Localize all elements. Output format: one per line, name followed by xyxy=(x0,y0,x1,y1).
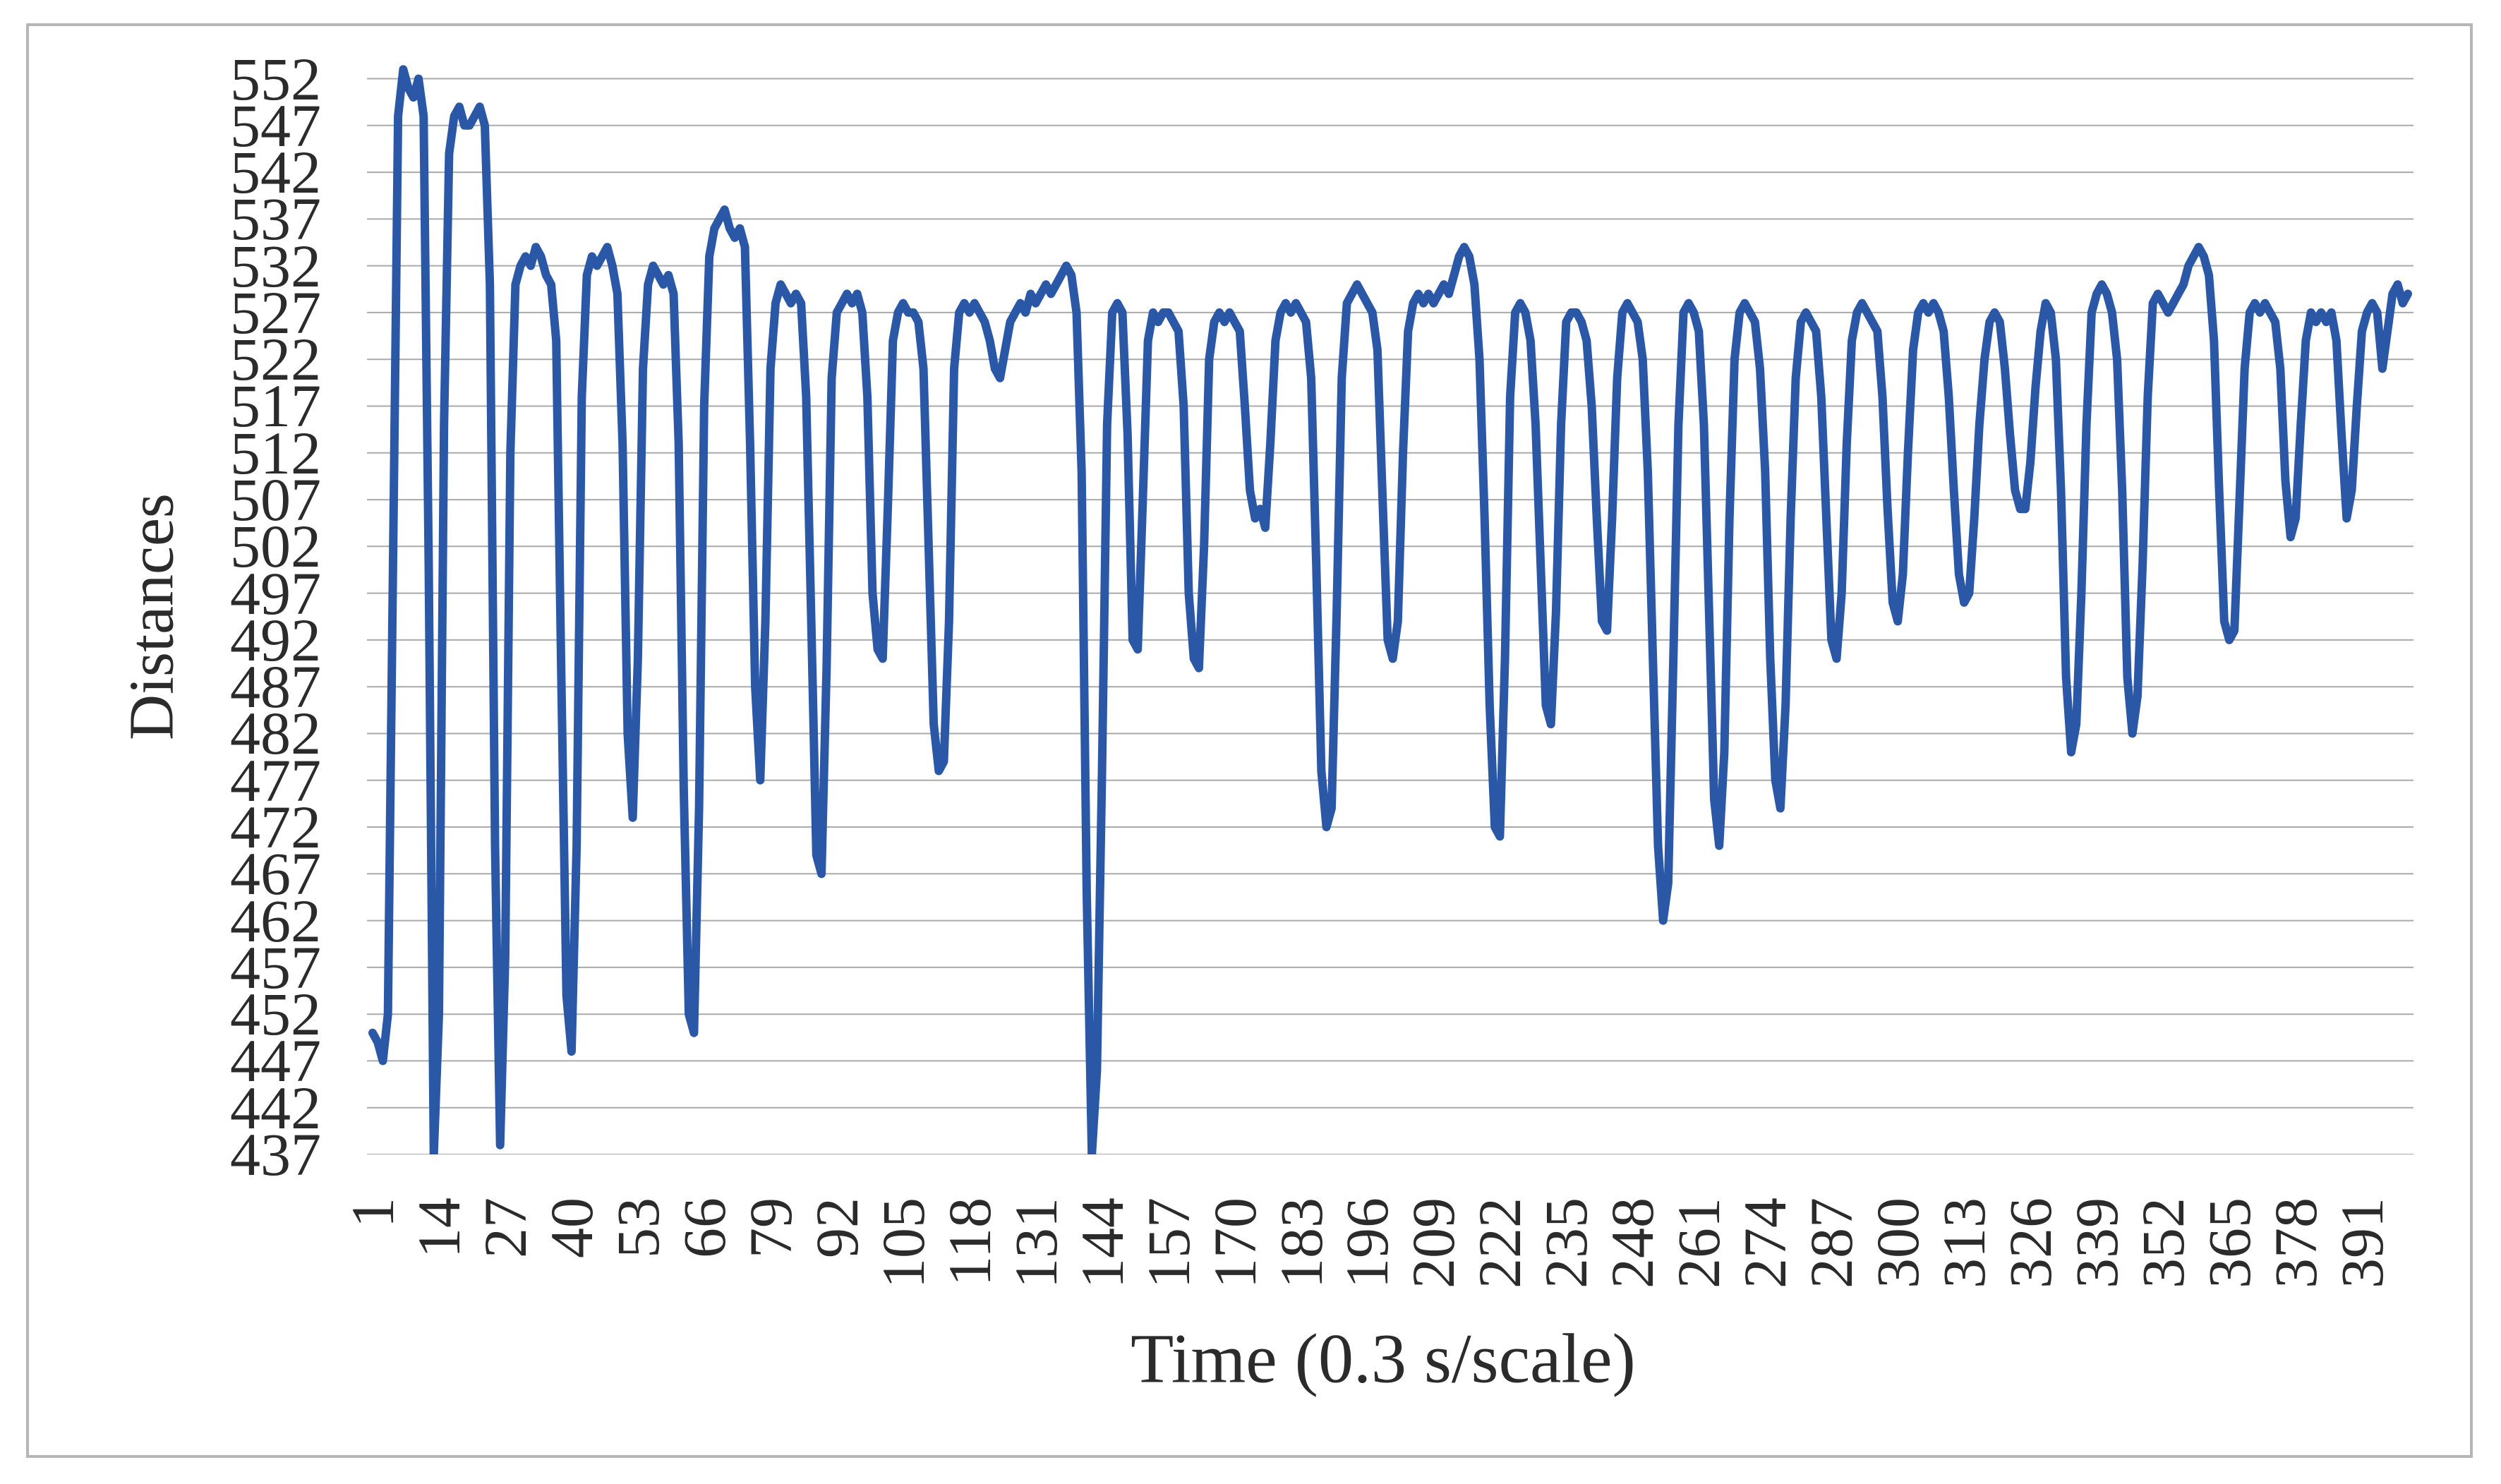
y-tick-label: 497 xyxy=(230,559,321,627)
y-tick-label: 547 xyxy=(230,91,321,159)
y-tick-label: 527 xyxy=(230,278,321,346)
x-tick-label: 248 xyxy=(1598,1198,1667,1289)
y-tick-label: 552 xyxy=(230,44,321,113)
x-tick-label: 79 xyxy=(736,1198,804,1258)
x-tick-label: 131 xyxy=(1001,1198,1070,1289)
y-tick-label: 452 xyxy=(230,980,321,1049)
x-tick-label: 261 xyxy=(1665,1198,1733,1289)
x-tick-label: 66 xyxy=(670,1198,738,1258)
x-tick-label: 378 xyxy=(2261,1198,2330,1289)
y-tick-label: 502 xyxy=(230,512,321,581)
x-tick-label: 300 xyxy=(1864,1198,1932,1289)
x-tick-label: 365 xyxy=(2195,1198,2264,1289)
y-tick-label: 537 xyxy=(230,185,321,253)
x-tick-label: 326 xyxy=(1996,1198,2065,1289)
y-tick-label: 532 xyxy=(230,231,321,300)
y-tick-label: 477 xyxy=(230,746,321,814)
x-tick-label: 170 xyxy=(1200,1198,1269,1289)
y-tick-label: 467 xyxy=(230,840,321,908)
y-tick-label: 512 xyxy=(230,418,321,487)
x-tick-label: 157 xyxy=(1134,1198,1203,1289)
x-tick-label: 209 xyxy=(1399,1198,1468,1289)
y-tick-label: 457 xyxy=(230,933,321,1001)
x-tick-label: 274 xyxy=(1731,1198,1800,1289)
x-tick-label: 183 xyxy=(1267,1198,1335,1289)
x-tick-label: 196 xyxy=(1333,1198,1402,1289)
y-tick-label: 517 xyxy=(230,372,321,440)
y-tick-label: 437 xyxy=(230,1121,321,1188)
y-tick-label: 507 xyxy=(230,466,321,534)
x-tick-label: 287 xyxy=(1797,1198,1866,1289)
x-tick-label: 352 xyxy=(2129,1198,2198,1289)
x-tick-label: 313 xyxy=(1930,1198,1999,1289)
x-tick-label: 92 xyxy=(802,1198,871,1258)
line-chart-canvas xyxy=(367,65,2413,1154)
x-axis-title: Time (0.3 s/scale) xyxy=(1131,1319,1636,1398)
y-tick-label: 472 xyxy=(230,793,321,862)
x-tick-label: 14 xyxy=(404,1198,473,1258)
y-tick-label: 462 xyxy=(230,886,321,955)
y-tick-label: 487 xyxy=(230,653,321,721)
x-tick-label: 222 xyxy=(1466,1198,1534,1289)
x-tick-label: 235 xyxy=(1532,1198,1601,1289)
y-tick-label: 522 xyxy=(230,325,321,394)
x-tick-label: 1 xyxy=(339,1198,406,1228)
x-tick-label: 27 xyxy=(471,1198,539,1258)
y-tick-label: 492 xyxy=(230,605,321,674)
distance-series-line xyxy=(368,65,2412,1154)
x-tick-label: 339 xyxy=(2063,1198,2131,1289)
x-tick-label: 144 xyxy=(1068,1198,1136,1289)
y-tick-label: 482 xyxy=(230,699,321,768)
y-tick-label: 447 xyxy=(230,1027,321,1095)
x-tick-label: 391 xyxy=(2327,1198,2396,1289)
y-tick-label: 442 xyxy=(230,1073,321,1142)
x-tick-label: 53 xyxy=(603,1198,672,1258)
x-tick-label: 40 xyxy=(537,1198,605,1258)
y-axis-title: Distances xyxy=(116,493,187,740)
x-tick-label: 105 xyxy=(869,1198,937,1289)
gridlines xyxy=(367,78,2413,1154)
y-tick-label: 542 xyxy=(230,138,321,207)
x-tick-label: 118 xyxy=(935,1198,1004,1286)
